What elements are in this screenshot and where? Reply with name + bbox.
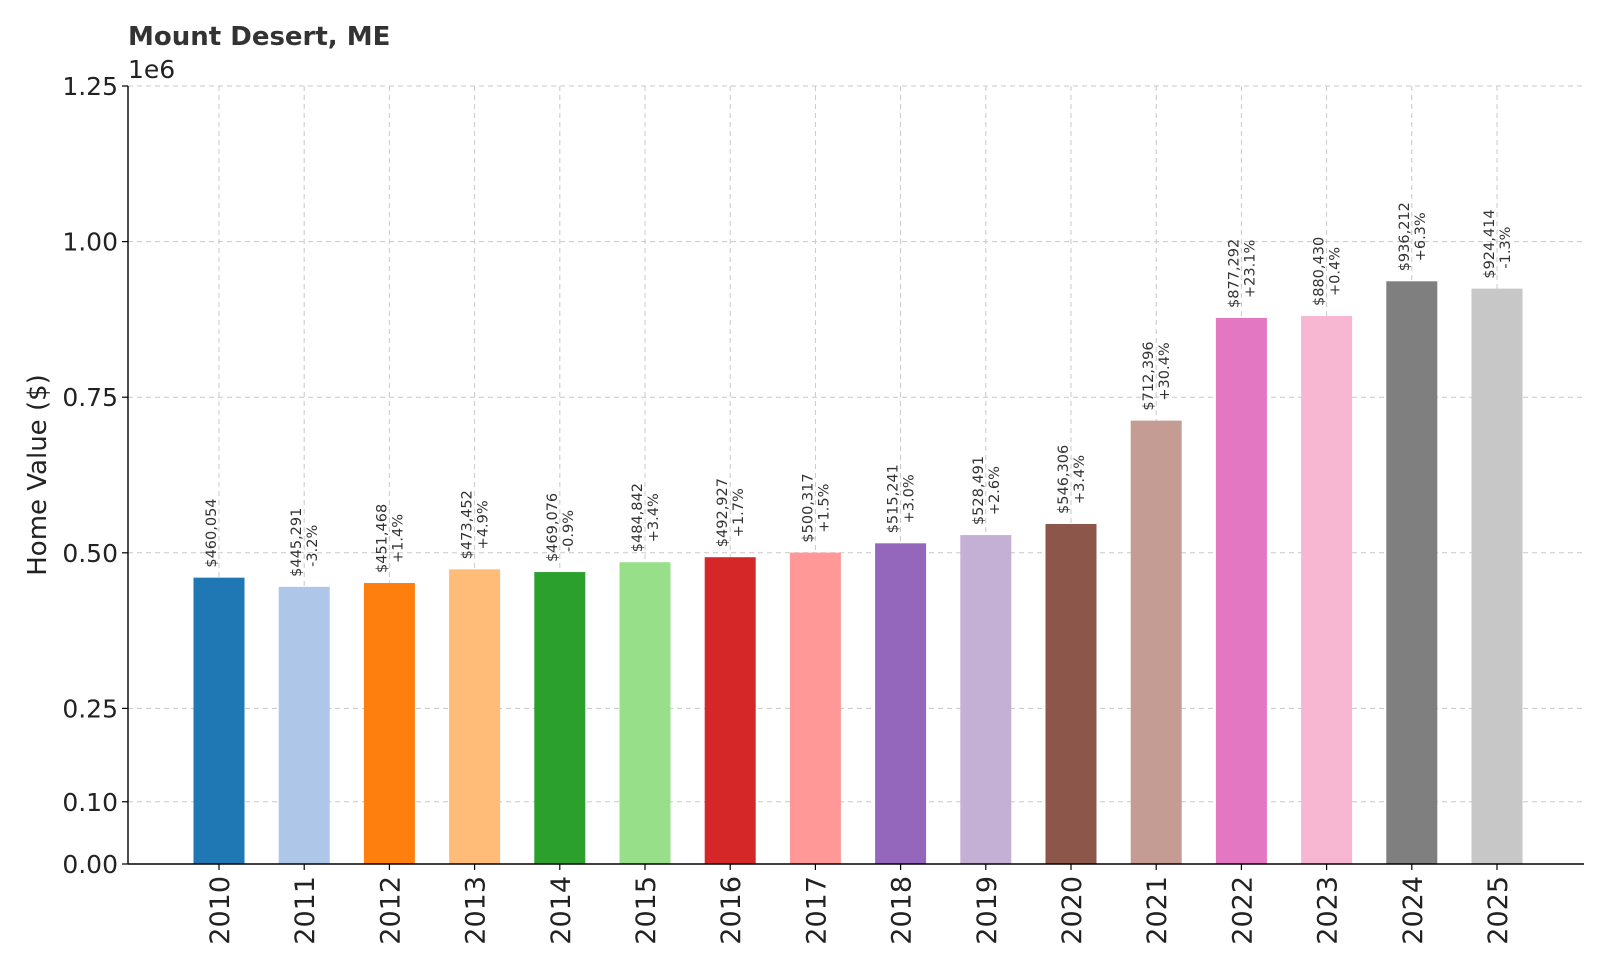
bar-value-label: $473,452 — [460, 490, 476, 559]
bar-change-label: +4.9% — [476, 500, 492, 549]
x-ticks: 2010 2011 2012 2013 2014 2015 2016 2017 2018 2019… — [205, 864, 1514, 945]
bar — [875, 543, 927, 864]
y-tick-label: 0.10 — [62, 788, 118, 817]
y-ticks: 0.00 0.10 0.25 0.50 0.75 1.00 1.25 — [62, 72, 128, 879]
bar-change-label: +30.4% — [1157, 342, 1173, 400]
bar-value-label: $924,414 — [1482, 209, 1498, 278]
x-tick-label: 2020 — [1057, 876, 1088, 945]
x-tick-label: 2021 — [1142, 876, 1173, 945]
bar-change-label: +1.4% — [390, 514, 406, 563]
y-tick-label: 0.75 — [62, 383, 118, 412]
x-tick-label: 2017 — [801, 876, 832, 945]
bar — [1471, 288, 1523, 864]
bar-value-label: $712,396 — [1141, 341, 1157, 410]
y-tick-label: 1.00 — [62, 228, 118, 257]
bar — [1386, 281, 1438, 865]
bar-change-label: -3.2% — [305, 525, 321, 567]
bar-value-label: $880,430 — [1312, 237, 1328, 306]
x-tick-label: 2024 — [1398, 876, 1429, 945]
bar — [1130, 420, 1182, 864]
x-tick-label: 2022 — [1227, 876, 1258, 945]
y-axis-label: Home Value ($) — [23, 374, 53, 576]
bar-change-label: +2.6% — [987, 466, 1003, 515]
bar-value-label: $492,927 — [715, 478, 731, 547]
bar — [449, 569, 501, 864]
y-offset-label: 1e6 — [128, 55, 175, 84]
bar-value-label: $546,306 — [1056, 445, 1072, 514]
x-tick-label: 2010 — [205, 876, 236, 945]
bar-value-label: $877,292 — [1226, 239, 1242, 308]
axes — [127, 86, 1584, 865]
y-tick-label: 0.25 — [62, 694, 118, 723]
bars — [193, 281, 1523, 865]
bar-change-label: +3.4% — [1072, 455, 1088, 504]
x-tick-label: 2012 — [375, 876, 406, 945]
bar — [1215, 317, 1267, 864]
x-tick-label: 2016 — [716, 876, 747, 945]
bar-value-label: $515,241 — [886, 464, 902, 533]
x-tick-label: 2018 — [887, 876, 918, 945]
bar-value-label: $484,842 — [630, 483, 646, 552]
bar — [960, 535, 1012, 864]
x-tick-label: 2019 — [972, 876, 1003, 945]
bar-change-label: +0.4% — [1328, 247, 1344, 296]
grid-lines — [128, 85, 1584, 865]
bar — [1045, 523, 1097, 864]
chart-title: Mount Desert, ME — [128, 22, 390, 52]
x-tick-label: 2025 — [1483, 876, 1514, 945]
bar — [1301, 316, 1353, 864]
bar — [789, 552, 841, 864]
bar — [619, 562, 671, 864]
x-tick-label: 2015 — [631, 876, 662, 945]
bar-change-label: +3.4% — [646, 493, 662, 542]
bar-change-label: +1.7% — [731, 488, 747, 537]
bar-value-label: $936,212 — [1397, 202, 1413, 271]
bar — [363, 583, 415, 864]
bar — [278, 586, 330, 864]
x-tick-label: 2014 — [546, 876, 577, 945]
data-labels: $460,054 $445,291 -3.2% $451,468 +1.4% $473,4… — [204, 202, 1514, 577]
bar-change-label: +1.5% — [816, 484, 832, 533]
bar — [534, 572, 586, 864]
bar-value-label: $528,491 — [971, 456, 987, 525]
bar — [704, 557, 756, 864]
y-tick-label: 0.50 — [62, 539, 118, 568]
bar-value-label: $500,317 — [800, 473, 816, 542]
bar-change-label: +6.3% — [1413, 212, 1429, 261]
bar-value-label: $445,291 — [289, 508, 305, 577]
y-tick-label: 0.00 — [62, 850, 118, 879]
x-tick-label: 2013 — [461, 876, 492, 945]
bar-value-label: $451,468 — [374, 504, 390, 573]
bar-value-label: $460,054 — [204, 498, 220, 567]
bar-change-label: -0.9% — [561, 510, 577, 552]
y-tick-label: 1.25 — [62, 72, 118, 101]
x-tick-label: 2011 — [290, 876, 321, 945]
bar-change-label: +3.0% — [902, 474, 918, 523]
x-tick-label: 2023 — [1313, 876, 1344, 945]
bar-change-label: +23.1% — [1242, 240, 1258, 298]
bar-change-label: -1.3% — [1498, 227, 1514, 269]
bar-value-label: $469,076 — [545, 493, 561, 562]
bar — [193, 577, 245, 864]
